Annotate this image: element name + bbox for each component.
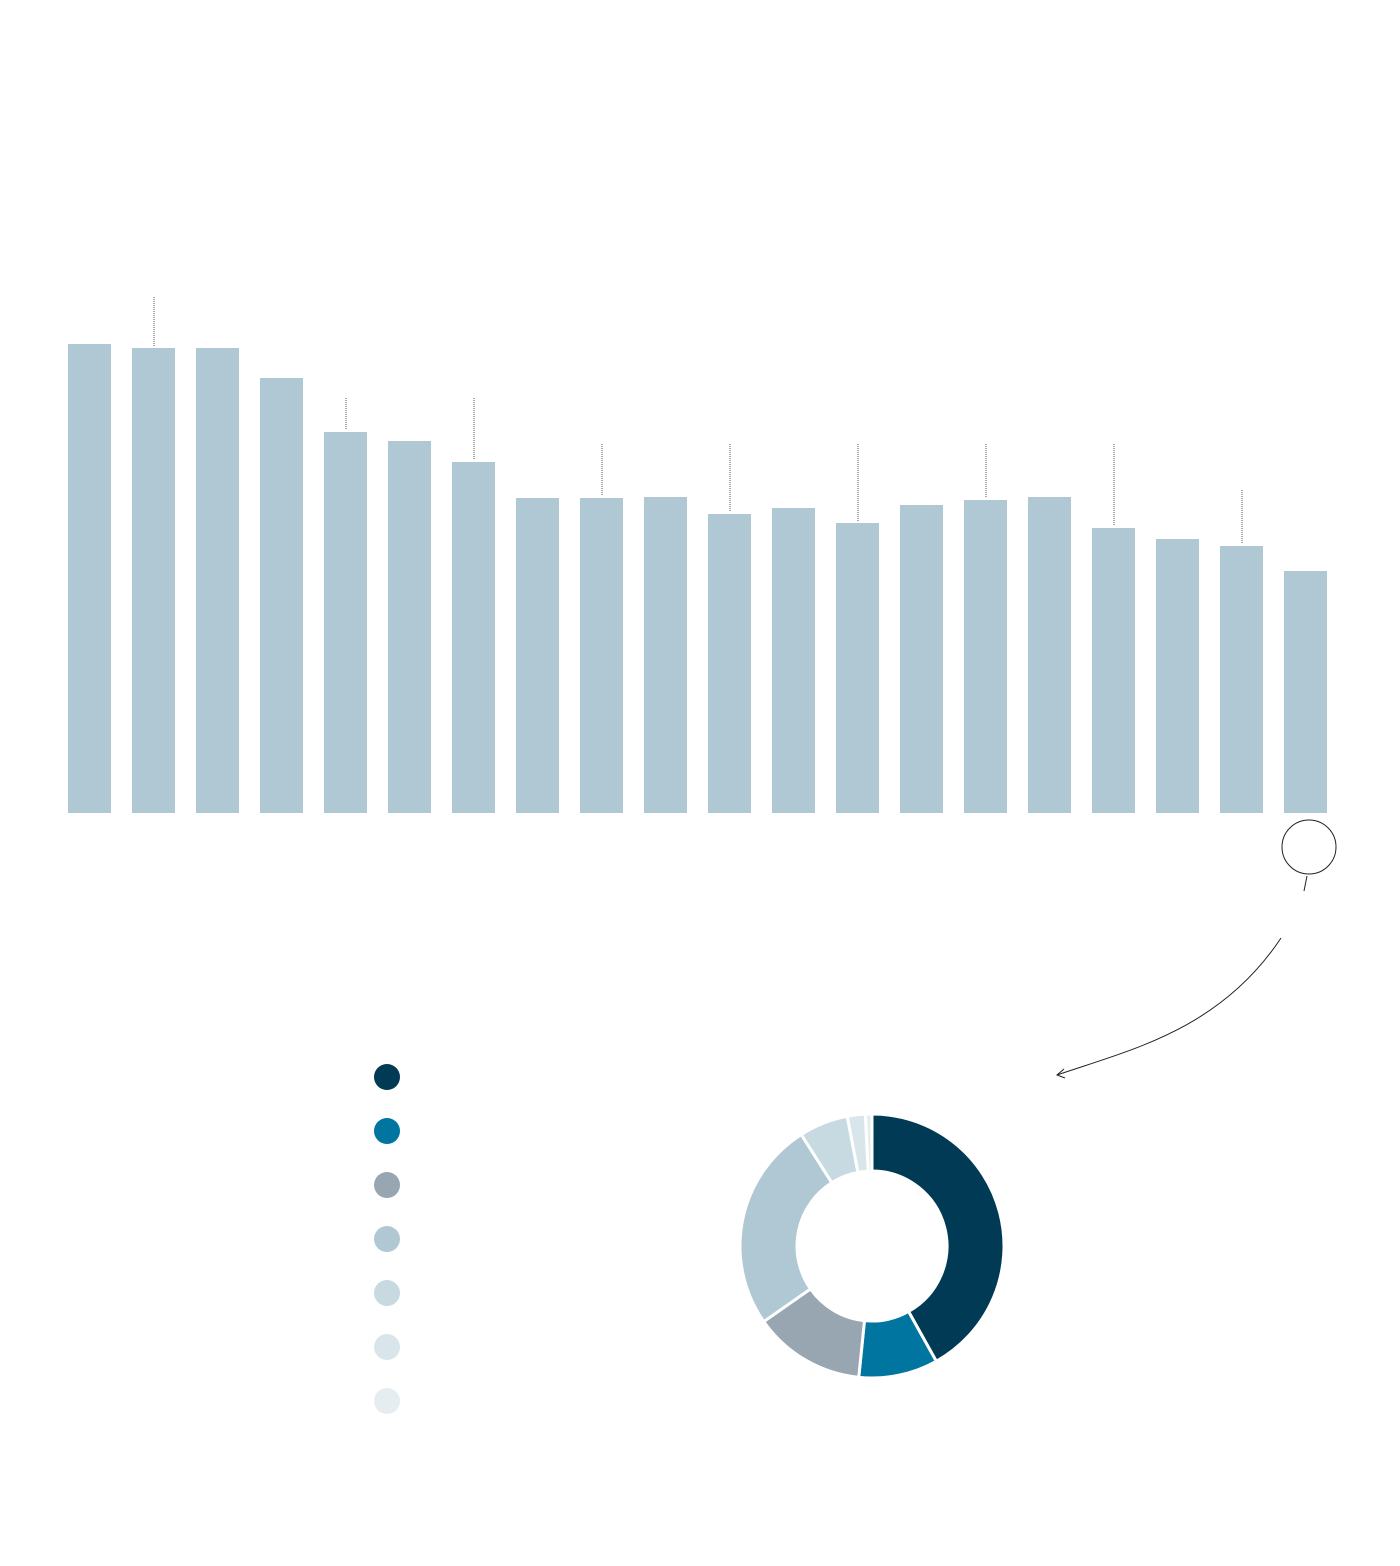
arrow (1056, 937, 1282, 1076)
bar (708, 514, 751, 813)
bar (68, 344, 111, 813)
bar (1092, 528, 1135, 813)
bar (644, 497, 687, 813)
bar (388, 441, 431, 813)
bar (772, 508, 815, 813)
donut-segment (863, 1112, 874, 1173)
bar (132, 348, 175, 813)
arrow-head (1056, 1068, 1066, 1079)
bar (196, 348, 239, 813)
bar (1284, 571, 1327, 813)
bar (452, 462, 495, 813)
bar (1028, 497, 1071, 813)
highlight-circle (1281, 819, 1337, 875)
bar (1156, 539, 1199, 813)
bar (836, 523, 879, 813)
legend-swatch (374, 1388, 400, 1414)
donut-segment (738, 1132, 834, 1324)
bar (516, 498, 559, 813)
legend-swatch (374, 1118, 400, 1144)
bar (324, 432, 367, 813)
legend-swatch (374, 1064, 400, 1090)
bar (260, 378, 303, 813)
legend-swatch (374, 1172, 400, 1198)
bar (580, 498, 623, 813)
leader-lines (153, 297, 1243, 544)
legend-swatch (374, 1280, 400, 1306)
legend-swatch (374, 1334, 400, 1360)
bar (964, 500, 1007, 813)
bar (900, 505, 943, 813)
bar (1220, 546, 1263, 813)
connector (1303, 875, 1308, 892)
donut-segment (870, 1112, 1006, 1364)
legend-swatch (374, 1226, 400, 1252)
